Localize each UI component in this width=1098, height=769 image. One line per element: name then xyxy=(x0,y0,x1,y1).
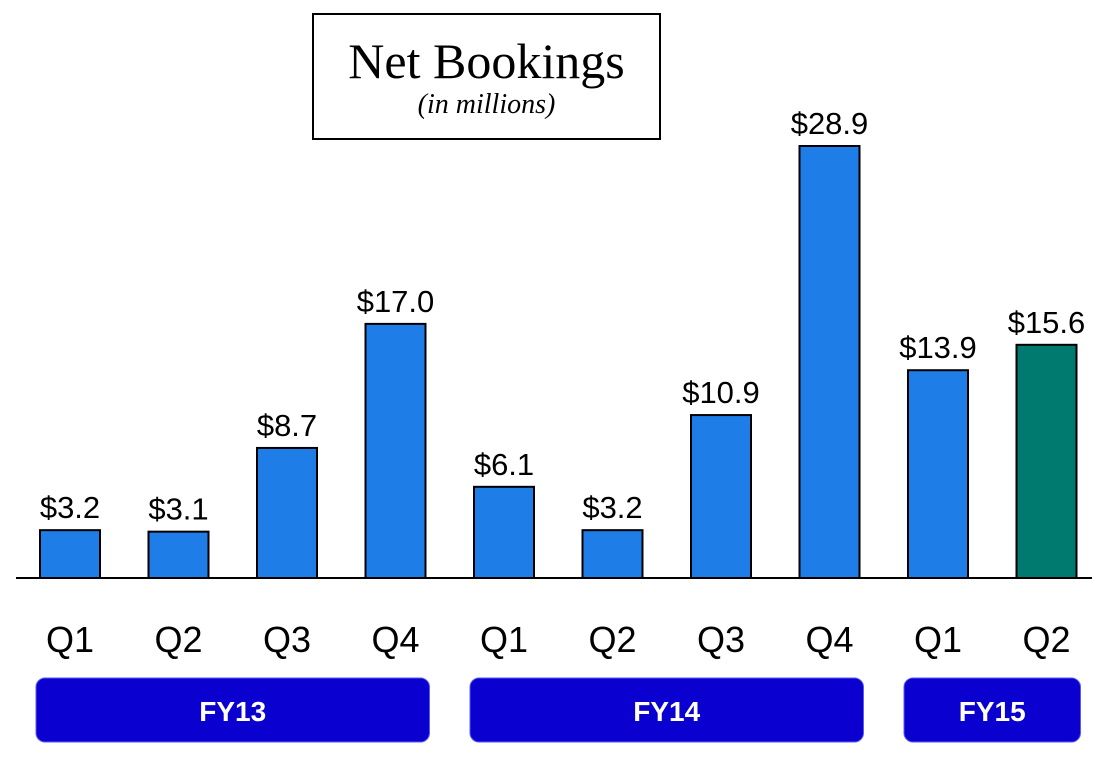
value-label: $6.1 xyxy=(474,447,534,482)
category-tick-label: Q4 xyxy=(371,619,419,660)
category-tick-label: Q4 xyxy=(805,619,853,660)
value-labels-layer: $3.2 $3.1 $8.7 $17.0 $6.1 $3.2 $10.9 $28.9 $13.9… xyxy=(40,106,1085,527)
fiscal-year-label: FY14 xyxy=(633,696,700,727)
chart-title-box: Net Bookings (in millions) xyxy=(312,13,661,140)
bar xyxy=(907,369,969,580)
category-tick-label: Q1 xyxy=(914,619,962,660)
bar xyxy=(581,529,644,579)
category-tick-label: Q1 xyxy=(480,619,528,660)
value-label: $3.2 xyxy=(582,490,642,525)
value-label: $8.7 xyxy=(257,408,317,443)
bar xyxy=(473,485,535,580)
category-tick-label: Q3 xyxy=(697,619,745,660)
bar xyxy=(364,322,427,579)
category-labels-layer: Q1 Q2 Q3 Q4 Q1 Q2 Q3 Q4 Q1 Q2 xyxy=(46,619,1071,660)
value-label: $3.1 xyxy=(148,492,208,527)
fiscal-year-band xyxy=(469,677,864,743)
category-tick-label: Q3 xyxy=(263,619,311,660)
value-label: $3.2 xyxy=(40,490,100,525)
category-tick-label: Q2 xyxy=(588,619,636,660)
bar xyxy=(1015,343,1078,579)
bar xyxy=(798,145,861,579)
bar xyxy=(39,529,101,579)
fiscal-year-label: FY15 xyxy=(959,696,1026,727)
category-tick-label: Q2 xyxy=(1022,619,1070,660)
value-label: $15.6 xyxy=(1008,305,1086,340)
bar xyxy=(147,530,210,579)
value-label: $17.0 xyxy=(357,284,435,319)
category-tick-label: Q2 xyxy=(154,619,202,660)
category-tick-label: Q1 xyxy=(46,619,94,660)
value-label: $10.9 xyxy=(682,375,760,410)
bar xyxy=(690,414,752,579)
fiscal-year-band xyxy=(903,677,1081,743)
bar xyxy=(256,446,318,580)
chart-subtitle: (in millions) xyxy=(417,89,556,120)
value-label: $13.9 xyxy=(899,330,977,365)
value-label: $28.9 xyxy=(791,106,869,141)
fiscal-year-band xyxy=(35,677,430,743)
fiscal-year-bands: FY13 FY14 FY15 xyxy=(35,677,1081,743)
chart-title: Net Bookings xyxy=(348,33,625,89)
fiscal-year-label: FY13 xyxy=(199,696,266,727)
bars-layer xyxy=(39,145,1078,580)
